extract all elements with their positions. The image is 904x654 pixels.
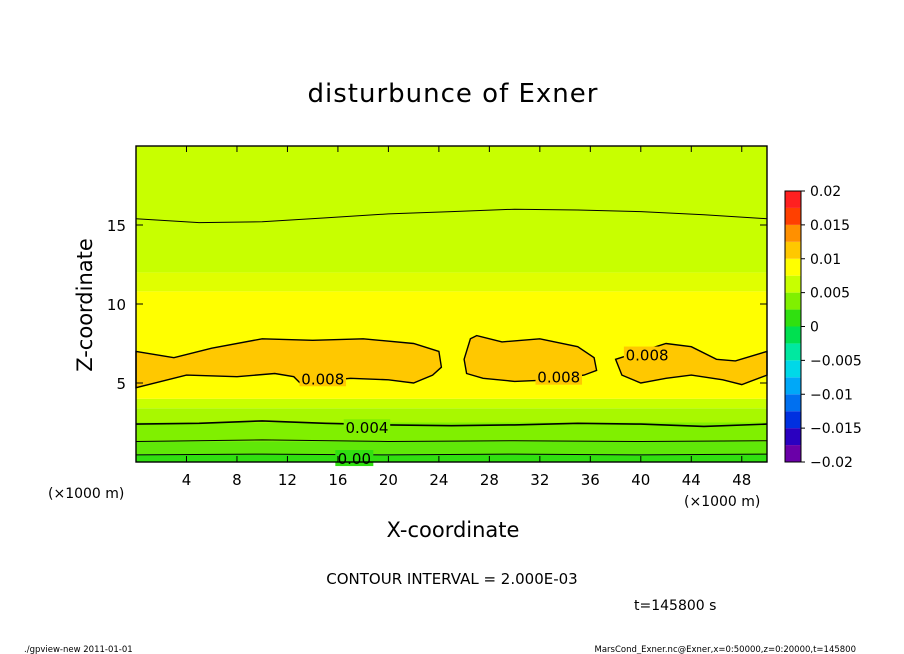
fill-band-3 (136, 408, 767, 423)
contour-interval-text: CONTOUR INTERVAL = 2.000E-03 (326, 570, 577, 588)
fill-band-1 (136, 441, 767, 455)
colorbar-label-2: 0.01 (810, 252, 841, 268)
contour-label-2: 0.008 (626, 347, 669, 365)
x-unit-left: (×1000 m) (48, 486, 124, 502)
x-tick-label-4: 20 (379, 471, 398, 489)
contour-fill-area (135, 146, 768, 462)
colorbar-segment-7 (785, 326, 801, 344)
contour-label-bg-2 (623, 346, 671, 363)
time-text: t=145800 s (634, 598, 716, 614)
y-tick-label-2: 15 (107, 217, 126, 235)
colorbar-segment-1 (785, 428, 801, 446)
contour-label-bg-0 (299, 370, 347, 387)
colorbar-segment-2 (785, 411, 801, 429)
x-axis: 4 8 12 16 20 24 28 32 36 40 44 48 (182, 146, 751, 489)
x-tick-label-11: 48 (732, 471, 751, 489)
x-unit-right: (×1000 m) (684, 494, 760, 510)
y-axis-label: Z-coordinate (73, 238, 97, 372)
colorbar-label-7: −0.015 (810, 421, 862, 437)
contour-labels: 0.008 0.008 0.008 0.004 0.00 (299, 346, 671, 468)
y-tick-label-1: 10 (107, 296, 126, 314)
fill-band-7 (136, 146, 767, 273)
contour-label-bg-1 (535, 368, 583, 385)
colorbar: 0.02 0.015 0.01 0.005 0 −0.005 −0.01 −0.015 −0.0… (784, 184, 862, 471)
footer-right: MarsCond_Exner.nc@Exner,x=0:50000,z=0:20… (594, 645, 856, 654)
colorbar-segment-0 (785, 445, 801, 462)
x-tick-label-3: 16 (328, 471, 347, 489)
contour-line-3 (135, 453, 768, 456)
x-tick-label-9: 40 (631, 471, 650, 489)
x-tick-label-6: 28 (480, 471, 499, 489)
y-axis: 5 10 15 (107, 217, 767, 393)
fill-band-2 (136, 422, 767, 442)
colorbar-segment-10 (785, 275, 801, 293)
y-tick-label-0: 5 (116, 375, 126, 393)
contour-line-0 (135, 208, 768, 224)
x-tick-label-10: 44 (682, 471, 701, 489)
fill-band-4 (136, 398, 767, 409)
contour-label-1: 0.008 (537, 369, 580, 387)
colorbar-segment-12 (785, 241, 801, 259)
colorbar-segment-4 (785, 377, 801, 395)
footer-left: ./gpview-new 2011-01-01 (24, 645, 133, 654)
colorbar-segment-8 (785, 309, 801, 327)
x-tick-label-7: 32 (530, 471, 549, 489)
contour-region-0 (135, 338, 443, 389)
colorbar-label-0: 0.02 (810, 184, 841, 200)
colorbar-segment-9 (785, 292, 801, 310)
fill-band-6 (136, 272, 767, 292)
colorbar-segment-5 (785, 360, 801, 378)
colorbar-segment-6 (785, 343, 801, 361)
colorbar-label-6: −0.01 (810, 387, 853, 403)
x-axis-label: X-coordinate (387, 518, 520, 542)
colorbar-segment-13 (785, 224, 801, 242)
contour-line-1 (135, 420, 768, 428)
fill-band-0 (136, 454, 767, 462)
x-tick-label-8: 36 (581, 471, 600, 489)
contour-label-bg-3 (343, 419, 391, 436)
x-tick-label-5: 24 (429, 471, 448, 489)
contour-line-2 (135, 439, 768, 443)
x-tick-label-1: 8 (232, 471, 242, 489)
colorbar-label-8: −0.02 (810, 455, 853, 471)
colorbar-segment-11 (785, 258, 801, 276)
x-tick-label-0: 4 (182, 471, 192, 489)
colorbar-segment-3 (785, 394, 801, 412)
colorbar-segment-15 (785, 191, 801, 208)
x-tick-label-2: 12 (278, 471, 297, 489)
chart-title: disturbunce of Exner (308, 79, 599, 109)
colorbar-label-4: 0 (810, 320, 819, 336)
contour-label-4: 0.00 (338, 450, 371, 468)
colorbar-label-1: 0.015 (810, 218, 850, 234)
contour-label-0: 0.008 (301, 370, 344, 388)
colorbar-label-5: −0.005 (810, 353, 862, 369)
colorbar-segment-14 (785, 207, 801, 225)
contour-label-3: 0.004 (345, 419, 388, 437)
contour-lines (135, 208, 768, 456)
colorbar-label-3: 0.005 (810, 286, 850, 302)
